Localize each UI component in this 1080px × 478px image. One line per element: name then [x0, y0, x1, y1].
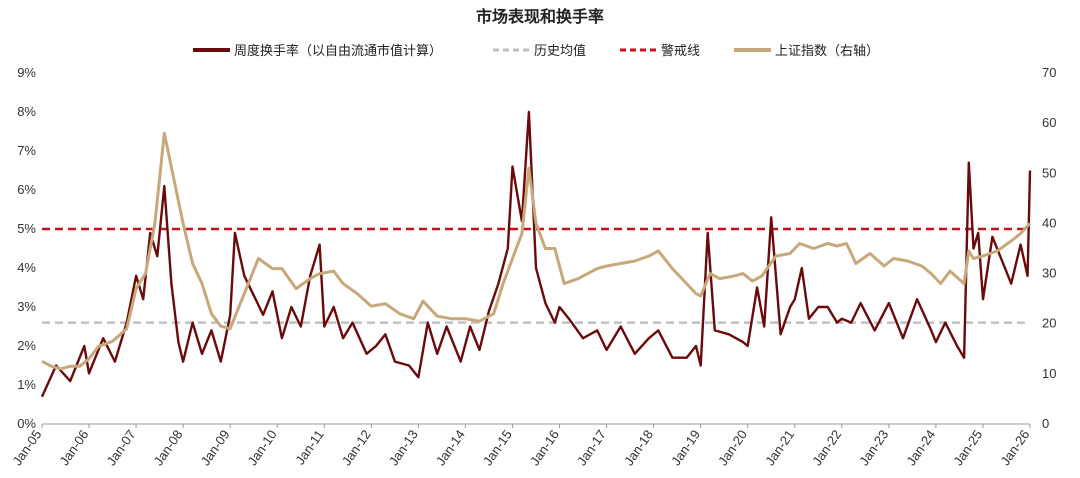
x-tick-label: Jan-23: [856, 427, 891, 468]
y-left-tick-label: 3%: [17, 299, 36, 314]
x-tick-label: Jan-21: [762, 427, 797, 468]
x-tick-label: Jan-20: [715, 427, 750, 468]
x-tick-label: Jan-18: [621, 427, 656, 468]
x-tick-label: Jan-06: [56, 427, 91, 468]
x-tick-label: Jan-16: [527, 427, 562, 468]
legend: 周度换手率（以自由流通市值计算） 历史均值 警戒线 上证指数（右轴）: [193, 43, 879, 59]
x-tick-label: Jan-07: [103, 427, 138, 468]
y-left-tick-label: 5%: [17, 221, 36, 236]
series-layer: [40, 110, 1032, 398]
y-right-tick-label: 40: [1042, 215, 1056, 230]
y-left-tick-label: 2%: [17, 338, 36, 353]
legend-label-warning: 警戒线: [661, 43, 700, 59]
x-tick-label: Jan-08: [151, 427, 186, 468]
y-left-tick-label: 7%: [17, 143, 36, 158]
x-tick-label: Jan-24: [903, 427, 938, 468]
x-tick-label: Jan-11: [292, 427, 327, 467]
x-tick-label: Jan-05: [9, 427, 44, 468]
x-tick-label: Jan-22: [809, 427, 844, 468]
y-left-tick-label: 6%: [17, 182, 36, 197]
chart-title: 市场表现和换手率: [476, 7, 604, 26]
x-tick-label: Jan-17: [574, 427, 609, 468]
legend-label-index: 上证指数（右轴）: [775, 44, 879, 59]
x-tick-label: Jan-10: [245, 427, 280, 468]
y-left-tick-label: 1%: [17, 377, 36, 392]
y-right-tick-label: 70: [1042, 65, 1056, 80]
legend-label-turnover: 周度换手率（以自由流通市值计算）: [234, 43, 442, 59]
y-left-tick-label: 9%: [17, 65, 36, 80]
series-line-turnover: [40, 110, 1032, 398]
y-left-tick-label: 0%: [17, 416, 36, 431]
y-right-tick-label: 50: [1042, 165, 1056, 180]
x-tick-label: Jan-26: [997, 427, 1032, 468]
y-left-tick-label: 4%: [17, 260, 36, 275]
x-tick-label: Jan-15: [480, 427, 515, 468]
y-right-tick-label: 30: [1042, 266, 1056, 281]
y-right-tick-label: 20: [1042, 316, 1056, 331]
y-left-tick-label: 8%: [17, 104, 36, 119]
reference-lines: [42, 227, 1030, 324]
y-right-tick-label: 10: [1042, 366, 1056, 381]
x-tick-label: Jan-12: [339, 427, 374, 468]
axes: 0% 1% 2% 3% 4% 5% 6% 7% 8% 9% 0 10 20 30 40 50 60 70 Jan-0…: [9, 65, 1056, 468]
x-tick-label: Jan-19: [668, 427, 703, 468]
series-line-index: [41, 131, 1032, 371]
y-right-tick-label: 60: [1042, 115, 1056, 130]
x-tick-label: Jan-13: [386, 427, 421, 468]
x-tick-label: Jan-09: [198, 427, 233, 468]
x-tick-label: Jan-25: [950, 427, 985, 468]
y-right-tick-label: 0: [1042, 416, 1049, 431]
legend-label-history-avg: 历史均值: [534, 43, 586, 59]
x-tick-label: Jan-14: [433, 427, 468, 468]
